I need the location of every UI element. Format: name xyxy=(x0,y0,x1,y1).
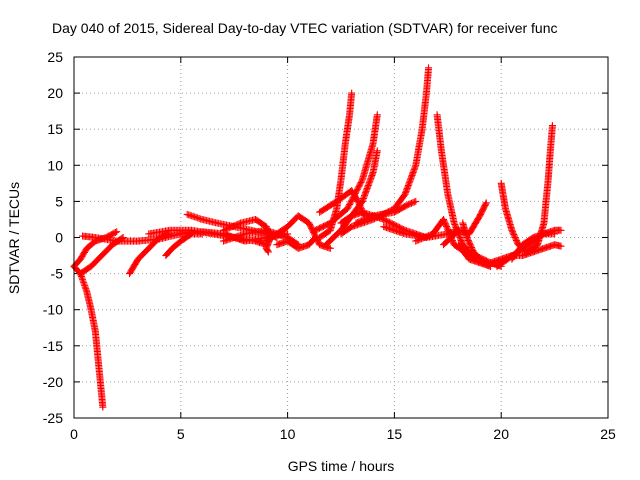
y-tick-label: 5 xyxy=(55,193,63,209)
data-point xyxy=(451,221,459,229)
grid xyxy=(74,57,608,418)
data-point xyxy=(355,200,363,208)
data-point xyxy=(355,199,363,207)
data-point xyxy=(99,403,107,411)
series-arc-13 xyxy=(273,234,319,252)
series-arc-5 xyxy=(126,230,174,278)
plot-frame xyxy=(73,56,609,419)
data-point xyxy=(463,234,471,241)
data-point xyxy=(512,235,520,243)
y-tick-label: -10 xyxy=(43,302,63,318)
data-point xyxy=(466,239,474,247)
data-point xyxy=(235,220,243,228)
x-tick-label: 25 xyxy=(600,426,616,442)
data-point xyxy=(354,197,362,205)
y-tick-label: 25 xyxy=(47,49,63,65)
data-point xyxy=(451,222,459,230)
data-point xyxy=(412,197,420,205)
data-point xyxy=(464,236,472,244)
y-tick-label: -20 xyxy=(43,374,63,390)
data-point xyxy=(551,230,559,238)
data-point xyxy=(482,199,490,207)
series-arc-30 xyxy=(508,230,559,263)
y-tick-label: -15 xyxy=(43,338,63,354)
data-point xyxy=(468,245,476,253)
data-point xyxy=(348,89,356,97)
data-point xyxy=(373,147,381,155)
chart-title: Day 040 of 2015, Sidereal Day-to-day VTE… xyxy=(52,20,558,36)
data-point xyxy=(476,255,484,263)
data-point xyxy=(456,235,464,243)
series-arc-26 xyxy=(459,219,484,263)
data-point xyxy=(310,235,318,243)
data-point xyxy=(356,202,364,210)
series-arc-29 xyxy=(497,122,556,256)
tick-labels: 0 5 10 15 20 25 -25 -20 -15 -10 -5 0 5 10 15 20 25 xyxy=(43,49,616,442)
y-axis-label: SDTVAR / TECUs xyxy=(6,182,22,294)
data-point xyxy=(510,231,518,239)
data-point xyxy=(464,235,472,243)
data-point xyxy=(512,236,520,244)
y-tick-label: 20 xyxy=(47,85,63,101)
series-arc-2 xyxy=(70,228,121,270)
data-point xyxy=(508,226,516,234)
data-point xyxy=(548,122,556,130)
data-point xyxy=(466,241,474,249)
x-axis-label: GPS time / hours xyxy=(288,458,395,474)
data-point xyxy=(468,244,476,252)
data-point xyxy=(326,244,334,252)
data-series xyxy=(70,64,565,411)
x-tick-label: 5 xyxy=(177,426,185,442)
data-point xyxy=(113,228,121,236)
y-tick-label: 0 xyxy=(55,230,63,246)
data-point xyxy=(510,232,518,240)
x-tick-label: 0 xyxy=(70,426,78,442)
data-point xyxy=(264,248,272,256)
series-arc-23 xyxy=(433,111,495,270)
data-point xyxy=(482,200,490,208)
data-point xyxy=(509,229,517,237)
data-point xyxy=(513,238,521,246)
data-point xyxy=(467,242,475,250)
data-point xyxy=(450,219,458,227)
data-point xyxy=(425,64,433,72)
x-tick-label: 10 xyxy=(280,426,296,442)
data-point xyxy=(475,254,483,262)
data-point xyxy=(458,238,466,246)
data-point xyxy=(111,228,119,236)
data-point xyxy=(264,247,272,255)
series-arc-20 xyxy=(352,197,420,227)
data-point xyxy=(557,242,565,250)
data-point xyxy=(557,226,565,234)
y-tick-label: 10 xyxy=(47,157,63,173)
data-point xyxy=(511,234,519,241)
data-point xyxy=(373,111,381,119)
data-point xyxy=(368,212,376,220)
series-arc-1 xyxy=(70,262,107,411)
data-point xyxy=(509,228,517,236)
y-tick-label: -25 xyxy=(43,410,63,426)
data-point xyxy=(465,238,473,246)
y-tick-label: 15 xyxy=(47,121,63,137)
series-arc-17 xyxy=(316,187,368,220)
data-point xyxy=(456,234,464,241)
x-tick-label: 20 xyxy=(493,426,509,442)
data-point xyxy=(410,198,418,206)
x-tick-label: 15 xyxy=(387,426,403,442)
y-tick-label: -5 xyxy=(51,266,64,282)
data-point xyxy=(457,236,465,244)
